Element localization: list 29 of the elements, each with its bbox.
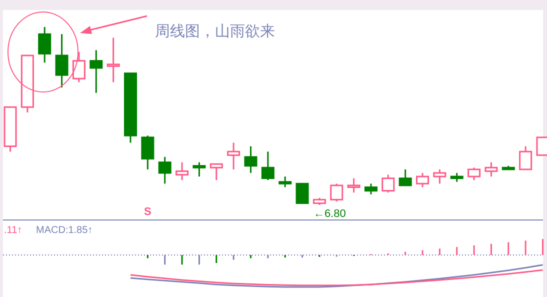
candlestick [364, 182, 378, 196]
candlestick [261, 150, 274, 181]
chart-title: MACD:1.85↑ [36, 225, 93, 236]
candlestick [296, 182, 309, 204]
candlestick [382, 174, 395, 194]
candlestick [468, 166, 481, 181]
candlestick [176, 162, 189, 181]
candlestick [330, 182, 344, 202]
candlestick [347, 178, 360, 194]
candlestick [158, 156, 172, 184]
text: S [144, 206, 152, 218]
candlestick [90, 49, 103, 94]
candlestick [141, 134, 154, 170]
candlestick [278, 176, 292, 188]
candlestick [433, 168, 446, 184]
candlestick [210, 163, 223, 181]
candlestick [55, 33, 68, 88]
candlestick [484, 162, 498, 178]
candlestick [398, 168, 412, 186]
candlestick [519, 146, 532, 170]
text: .11↑ [4, 225, 22, 236]
candlestick [227, 142, 240, 170]
text: ←6.80 [313, 208, 346, 220]
candlestick [72, 51, 86, 83]
annotation: 周线图，山雨欲来 [155, 22, 275, 40]
candlestick [106, 36, 120, 83]
candlestick [192, 162, 206, 178]
candlestick [38, 26, 52, 64]
candlestick [244, 146, 258, 174]
